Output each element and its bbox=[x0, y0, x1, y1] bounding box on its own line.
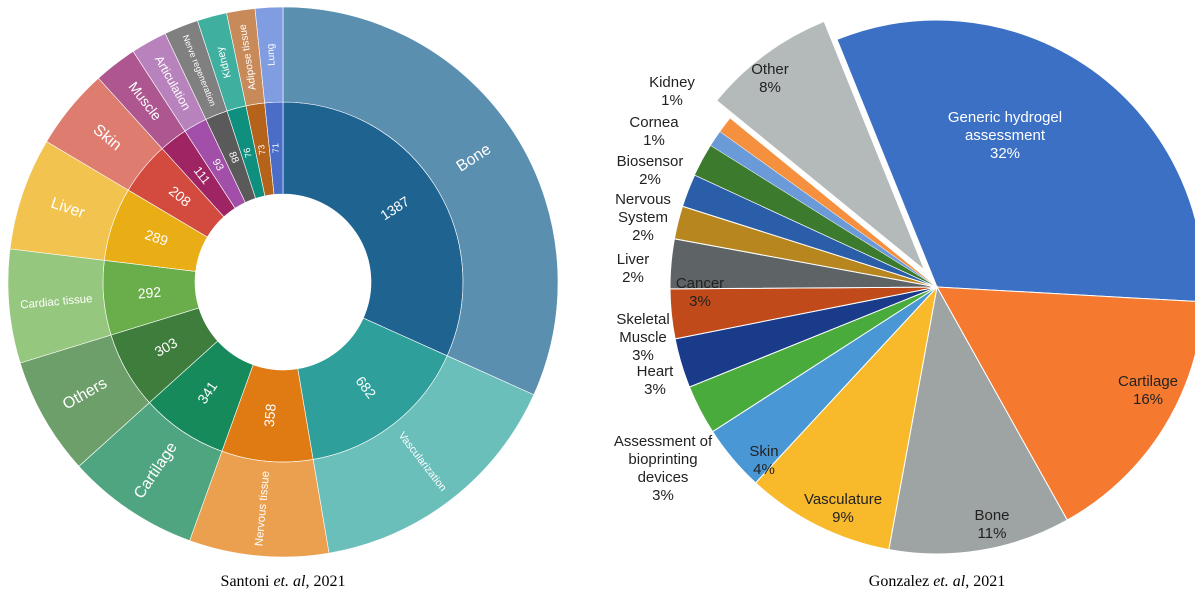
value-label: 358 bbox=[261, 403, 279, 428]
category-label: Bone bbox=[974, 507, 1009, 524]
outer-segment bbox=[282, 6, 559, 396]
category-label: Liver bbox=[617, 251, 650, 268]
value-label: 71 bbox=[270, 143, 280, 153]
category-label: devices bbox=[638, 469, 689, 486]
caption-part: et. al bbox=[273, 573, 306, 590]
slice-label: Skeletal Muscle 3% bbox=[616, 311, 669, 364]
category-label: Biosensor bbox=[617, 153, 684, 170]
category-label: Assessment of bbox=[614, 433, 713, 450]
category-label: bioprinting bbox=[628, 451, 697, 468]
category-label: Vasculature bbox=[804, 491, 882, 508]
value-label: 2% bbox=[632, 227, 654, 244]
value-label: 1% bbox=[643, 132, 665, 149]
slice-label: Bone 11% bbox=[974, 507, 1009, 542]
value-label: 73 bbox=[256, 144, 267, 155]
category-label: Skeletal bbox=[616, 311, 669, 328]
slice-label: Cartilage 16% bbox=[1118, 373, 1178, 408]
category-label: Lung bbox=[265, 43, 277, 66]
category-label: Cancer bbox=[676, 275, 724, 292]
category-label: System bbox=[618, 209, 668, 226]
slice-label: Biosensor 2% bbox=[617, 153, 684, 188]
slice-label: Other 8% bbox=[751, 61, 789, 96]
slice-label: Liver 2% bbox=[617, 251, 650, 286]
caption-part: , 2021 bbox=[965, 573, 1005, 590]
value-label: 3% bbox=[632, 347, 654, 364]
slice-label: Nervous System 2% bbox=[615, 191, 671, 244]
pie-slice bbox=[719, 117, 938, 288]
value-label: 76 bbox=[242, 146, 254, 159]
category-label: Heart bbox=[637, 363, 675, 380]
caption-part: et. al bbox=[933, 573, 966, 590]
category-label: Generic hydrogel bbox=[948, 109, 1062, 126]
caption-part: Santoni bbox=[221, 573, 274, 590]
value-label: 289 bbox=[143, 226, 170, 249]
value-label: 292 bbox=[137, 284, 162, 302]
value-label: 2% bbox=[622, 269, 644, 286]
value-label: 2% bbox=[639, 171, 661, 188]
value-label: 3% bbox=[644, 381, 666, 398]
value-label: 8% bbox=[759, 79, 781, 96]
slice-label: Cancer 3% bbox=[676, 275, 724, 310]
category-label: Skin bbox=[749, 443, 778, 460]
value-label: 9% bbox=[832, 509, 854, 526]
category-label: Cornea bbox=[629, 114, 679, 131]
pie-slice bbox=[716, 21, 925, 270]
caption: Santoni et. al, 2021 bbox=[221, 573, 346, 590]
category-label: Muscle bbox=[619, 329, 667, 346]
pie-slice bbox=[836, 19, 1195, 302]
value-label: 88 bbox=[226, 150, 241, 165]
category-label: Cartilage bbox=[1118, 373, 1178, 390]
caption-part: Gonzalez bbox=[869, 573, 933, 590]
caption: Gonzalez et. al, 2021 bbox=[869, 573, 1005, 590]
slice-label: Vasculature 9% bbox=[804, 491, 882, 526]
value-label: 3% bbox=[652, 487, 674, 504]
slice-label: Assessment of bioprinting devices 3% bbox=[614, 433, 713, 504]
value-label: 93 bbox=[210, 157, 226, 173]
slice-label: Kidney 1% bbox=[649, 74, 695, 109]
caption-part: , 2021 bbox=[305, 573, 345, 590]
value-label: 11% bbox=[978, 525, 1007, 542]
value-label: 32% bbox=[990, 145, 1020, 162]
slice-label: Skin 4% bbox=[749, 443, 778, 478]
category-label: assessment bbox=[965, 127, 1046, 144]
value-label: 16% bbox=[1133, 391, 1163, 408]
slice-label: Cornea 1% bbox=[629, 114, 679, 149]
outer-segment bbox=[254, 6, 284, 104]
category-label: Nervous bbox=[615, 191, 671, 208]
category-label: Other bbox=[751, 61, 789, 78]
category-label: Kidney bbox=[649, 74, 695, 91]
value-label: 3% bbox=[689, 293, 711, 310]
slice-label: Heart 3% bbox=[637, 363, 675, 398]
value-label: 1% bbox=[661, 92, 683, 109]
value-label: 4% bbox=[753, 461, 775, 478]
pie-slice bbox=[936, 286, 1195, 521]
slice-label: Generic hydrogel assessment 32% bbox=[948, 109, 1062, 162]
